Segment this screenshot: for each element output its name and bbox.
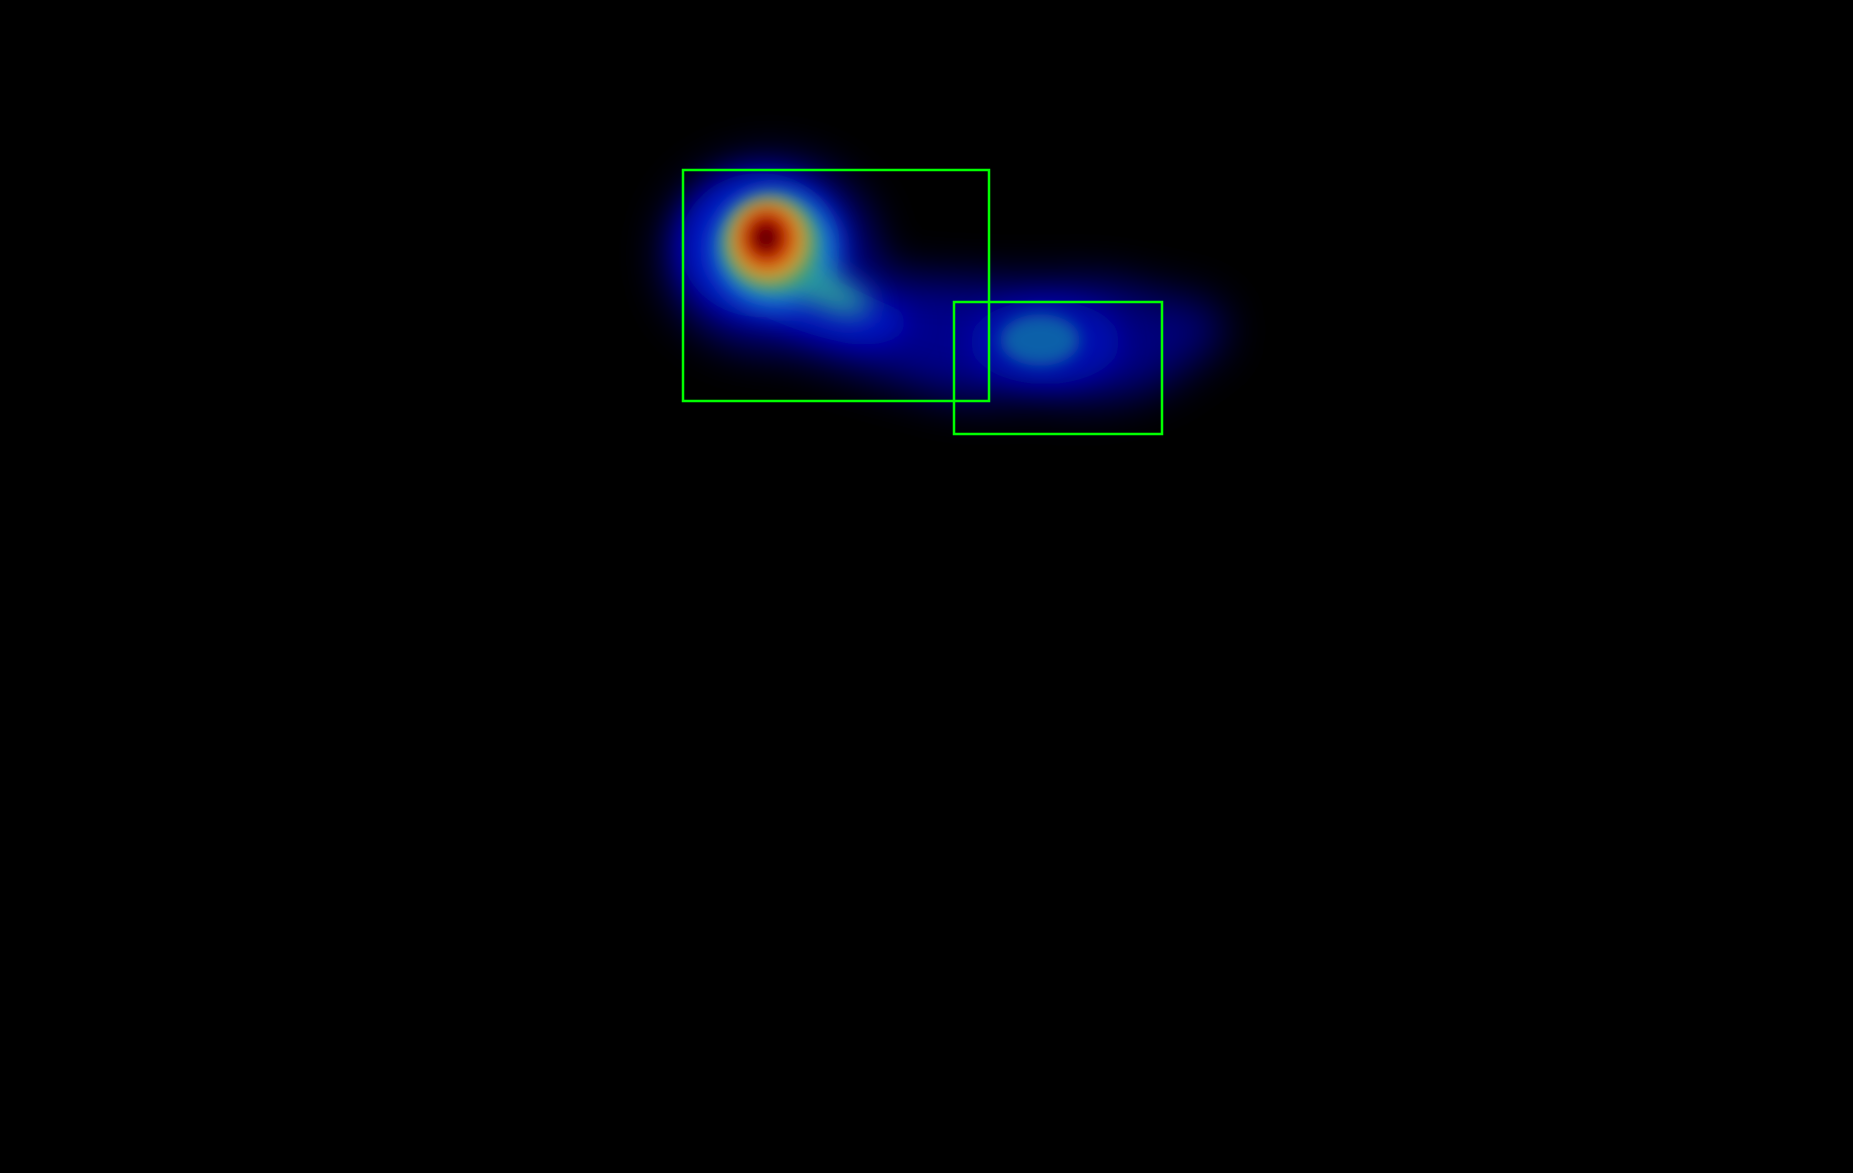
heatmap-layer (665, 160, 1225, 400)
detection-box-1 (681, 168, 991, 403)
heatmap-halo-far-right (1115, 295, 1225, 365)
detection-box-2 (952, 300, 1164, 436)
secondary-hotspot (1000, 314, 1080, 366)
primary-hotspot (753, 224, 779, 252)
detection-boxes-layer (681, 168, 1164, 436)
